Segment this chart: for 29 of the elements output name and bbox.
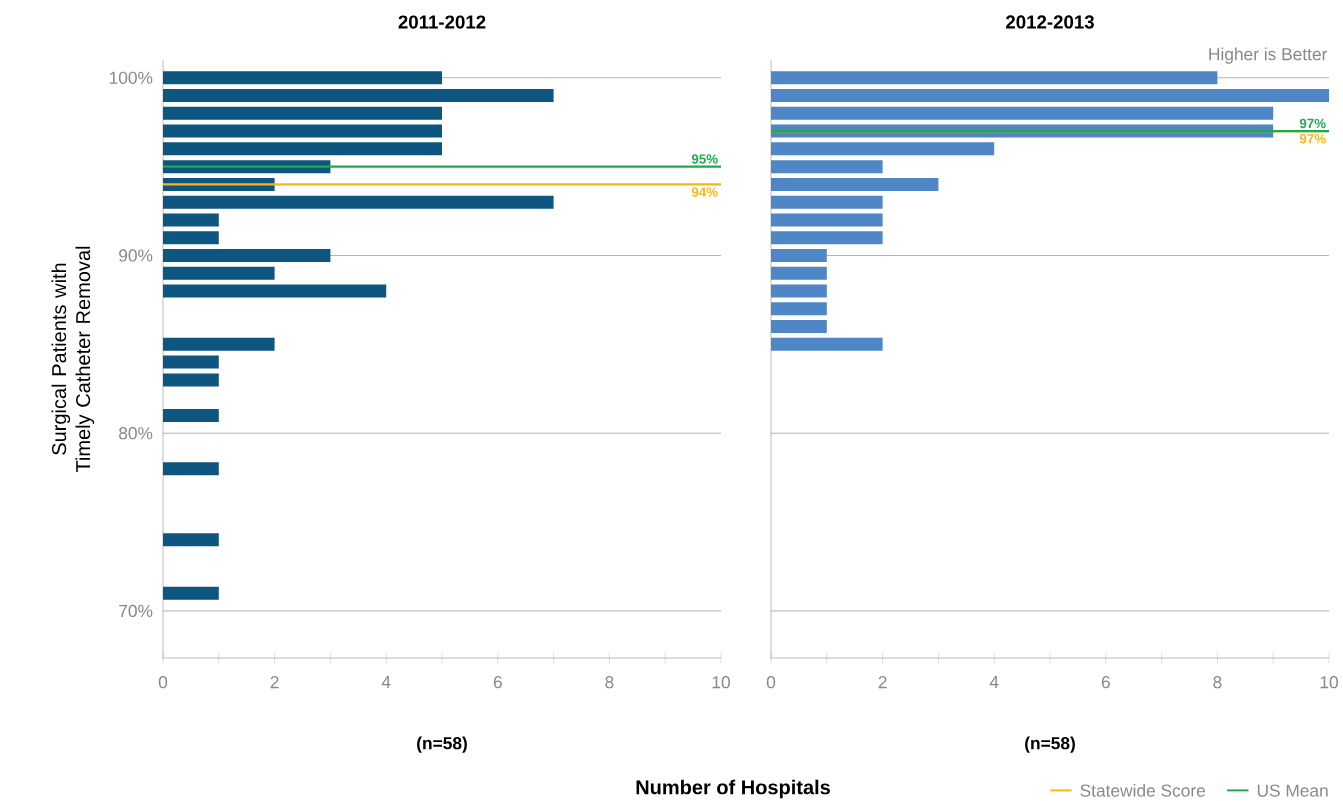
x-tick-label: 4 xyxy=(381,676,391,688)
chart-title: 2012-2013 xyxy=(1006,15,1094,29)
y-axis-title: Surgical Patients with Timely Catheter Removal xyxy=(51,246,95,473)
x-tick-label: 8 xyxy=(605,676,614,689)
x-tick-label: 4 xyxy=(989,676,999,688)
text: (n=58) xyxy=(1025,736,1075,753)
x-tick-label: 10 xyxy=(712,676,730,689)
x-tick-label: 2 xyxy=(270,676,279,689)
x-tick-label: 0 xyxy=(766,676,776,689)
y-tick-label: 70% xyxy=(119,604,153,618)
annotation: 97% xyxy=(1299,118,1326,129)
chart-title: 2011-2012 xyxy=(398,15,486,29)
y-tick-label: 90% xyxy=(119,249,153,262)
text: (n=58) xyxy=(417,736,467,753)
legend-label: Statewide Score xyxy=(1080,784,1206,797)
x-tick-label: 6 xyxy=(493,676,502,689)
y-tick-label: 80% xyxy=(119,427,153,440)
x-tick-label: 2 xyxy=(878,676,887,689)
x-tick-label: 6 xyxy=(1101,676,1110,689)
x-axis-title: Number of Hospitals xyxy=(636,779,830,799)
x-tick-label: 8 xyxy=(1213,676,1222,689)
x-tick-label: 0 xyxy=(158,676,168,689)
annotation: 95% xyxy=(691,154,718,164)
x-tick-label: 10 xyxy=(1320,676,1338,689)
legend-label: US Mean xyxy=(1257,784,1328,797)
annotation: 94% xyxy=(691,187,718,197)
annotation: 97% xyxy=(1299,134,1326,144)
annotation: Higher is Better xyxy=(1209,47,1328,64)
y-tick-label: 100% xyxy=(109,71,153,84)
